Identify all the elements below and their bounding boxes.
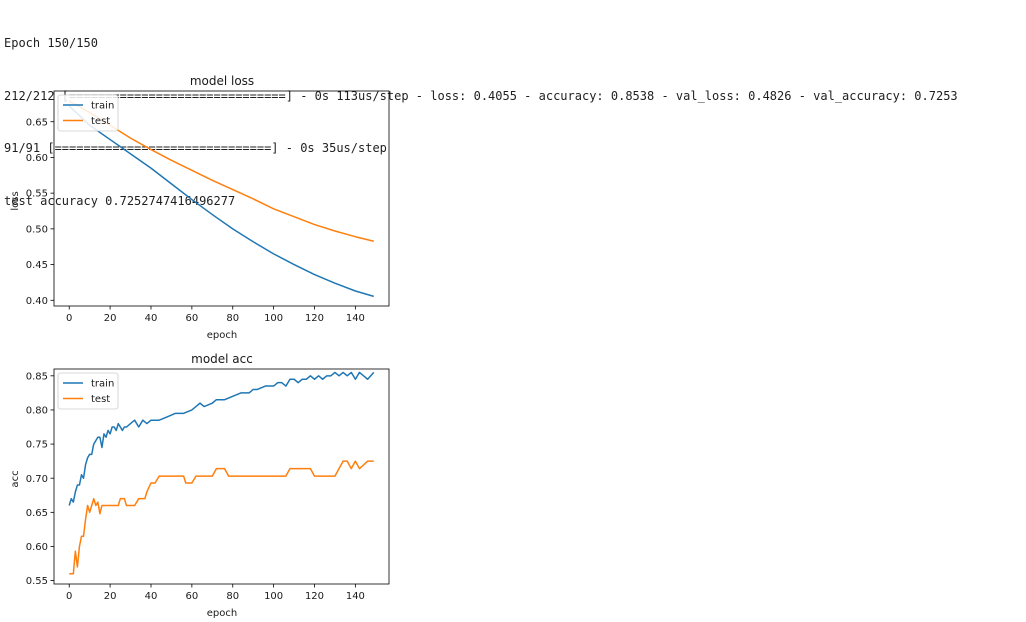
legend-label-test: test	[91, 394, 110, 405]
x-tick-label: 40	[145, 313, 158, 324]
console-line-train-progress: 212/212 [==============================]…	[4, 88, 958, 103]
x-tick-label: 60	[185, 591, 198, 602]
plot-area-frame	[53, 368, 390, 585]
x-tick-label: 20	[104, 313, 117, 324]
legend-label-train: train	[91, 379, 114, 390]
console-output: Epoch 150/150 212/212 [=================…	[4, 0, 958, 228]
y-tick-label: 0.85	[26, 371, 48, 382]
x-tick-label: 60	[185, 313, 198, 324]
y-tick-label: 0.80	[26, 406, 48, 417]
legend-label-test: test	[91, 116, 110, 127]
console-line-epoch: Epoch 150/150	[4, 36, 98, 50]
x-tick-label: 120	[305, 591, 324, 602]
x-tick-label: 100	[264, 591, 283, 602]
y-axis-label: acc	[10, 470, 21, 487]
x-tick-label: 120	[305, 313, 324, 324]
x-tick-label: 40	[145, 591, 158, 602]
y-tick-label: 0.60	[26, 542, 48, 553]
x-axis-label: epoch	[207, 330, 237, 341]
y-tick-label: 0.60	[26, 153, 48, 164]
y-tick-label: 0.40	[26, 296, 48, 307]
legend: train test	[57, 372, 119, 410]
y-tick-label: 0.70	[26, 474, 48, 485]
legend-box	[57, 372, 119, 410]
x-tick-label: 20	[104, 591, 117, 602]
chart-title: model loss	[190, 74, 254, 88]
loss-chart: model loss epoch loss 0 20 40 60 80 100 120 140…	[10, 74, 390, 341]
y-tick-label: 0.55	[26, 189, 48, 200]
plot-area-frame	[53, 90, 390, 307]
series-line-train	[68, 371, 375, 506]
x-tick-label: 140	[346, 313, 365, 324]
series-line-test	[68, 100, 374, 243]
y-tick-label: 0.45	[26, 260, 48, 271]
y-tick-label: 0.65	[26, 508, 48, 519]
x-tick-label: 0	[66, 591, 72, 602]
y-tick-label: 0.65	[26, 117, 48, 128]
series-line-train	[68, 105, 374, 298]
legend-box	[57, 94, 119, 132]
accuracy-chart: model acc epoch acc 0 20 40 60 80 100 120 140 0.…	[10, 352, 390, 619]
legend-label-train: train	[91, 101, 114, 112]
y-tick-label: 0.55	[26, 576, 48, 587]
x-tick-label: 80	[226, 591, 239, 602]
console-line-test-accuracy: test accuracy 0.7252747416496277	[4, 193, 236, 208]
x-axis-label: epoch	[207, 608, 237, 619]
y-axis-label: loss	[10, 191, 21, 210]
y-tick-label: 0.75	[26, 440, 48, 451]
console-line-test-progress: 91/91 [==============================] -…	[4, 141, 387, 155]
chart-title: model acc	[191, 352, 253, 366]
legend: train test	[57, 94, 119, 132]
x-tick-label: 0	[66, 313, 72, 324]
y-tick-label: 0.50	[26, 224, 48, 235]
x-tick-label: 100	[264, 313, 283, 324]
series-line-test	[69, 460, 374, 575]
x-tick-label: 140	[346, 591, 365, 602]
x-tick-label: 80	[226, 313, 239, 324]
